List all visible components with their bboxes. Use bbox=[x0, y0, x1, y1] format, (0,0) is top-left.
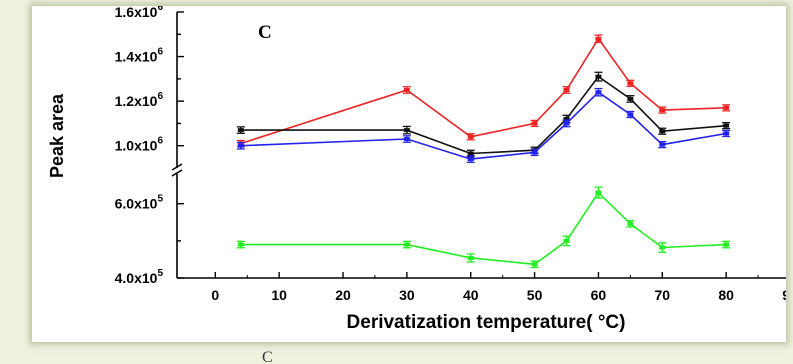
data-point bbox=[595, 36, 602, 41]
data-point bbox=[723, 242, 730, 247]
y-tick-label: 6.0x105 bbox=[115, 194, 164, 212]
data-point bbox=[403, 137, 410, 142]
line-chart: 0 10 20 30 40 50 60 70 80 90 4.0x105 6.0x105 1.0x106… bbox=[47, 6, 786, 333]
data-point bbox=[403, 128, 410, 133]
data-point bbox=[627, 96, 634, 101]
data-point bbox=[531, 121, 538, 126]
y-axis-title: Peak area bbox=[47, 93, 67, 178]
axis-break-mark bbox=[171, 163, 183, 171]
data-point bbox=[467, 134, 474, 139]
y-tick-label: 1.0x106 bbox=[115, 136, 164, 154]
bottom-mark: C bbox=[262, 349, 273, 364]
data-point bbox=[659, 108, 666, 113]
x-tick-label: 20 bbox=[335, 287, 351, 303]
x-tick-label: 30 bbox=[399, 287, 415, 303]
data-point bbox=[563, 116, 570, 121]
data-point bbox=[563, 238, 570, 243]
y-tick-label: 1.2x106 bbox=[115, 91, 164, 109]
data-point bbox=[403, 242, 410, 247]
y-tick-label: 4.0x105 bbox=[115, 268, 164, 286]
x-tick-label: 10 bbox=[271, 287, 287, 303]
data-point bbox=[237, 128, 244, 133]
series-line bbox=[240, 191, 727, 266]
data-point bbox=[563, 121, 570, 126]
data-point bbox=[659, 142, 666, 147]
data-point bbox=[403, 88, 410, 92]
data-point bbox=[627, 81, 634, 86]
series-line bbox=[240, 37, 727, 145]
data-point bbox=[467, 151, 474, 156]
ticks: 0 10 20 30 40 50 60 70 80 90 4.0x105 6.0x105 1.0x106… bbox=[115, 6, 786, 303]
x-tick-label: 60 bbox=[591, 287, 607, 303]
figure-frame: 0 10 20 30 40 50 60 70 80 90 4.0x105 6.0x105 1.0x106… bbox=[32, 6, 786, 342]
data-point bbox=[659, 245, 666, 250]
x-tick-label: 50 bbox=[527, 287, 543, 303]
data-point bbox=[467, 157, 474, 162]
x-tick-label: 80 bbox=[718, 287, 734, 303]
data-point bbox=[627, 112, 634, 117]
x-tick-label: 70 bbox=[655, 287, 671, 303]
data-point bbox=[595, 190, 602, 195]
y-tick-label: 1.6x106 bbox=[115, 6, 164, 20]
data-point bbox=[723, 131, 730, 136]
data-point bbox=[467, 255, 474, 260]
series-layer bbox=[236, 34, 731, 269]
data-point bbox=[659, 129, 666, 134]
x-tick-label: 40 bbox=[463, 287, 479, 303]
panel-label: C bbox=[258, 22, 272, 43]
x-tick-label: 0 bbox=[211, 287, 219, 303]
data-point bbox=[237, 143, 244, 148]
x-tick-label: 90 bbox=[782, 287, 786, 303]
x-axis-title: Derivatization temperature( °C) bbox=[347, 312, 626, 333]
data-point bbox=[723, 123, 730, 128]
data-point bbox=[563, 88, 570, 92]
data-point bbox=[723, 105, 730, 110]
data-point bbox=[531, 150, 538, 155]
data-point bbox=[595, 74, 602, 79]
axis-break-mark bbox=[171, 169, 183, 177]
data-point bbox=[595, 90, 602, 95]
data-point bbox=[627, 221, 634, 226]
data-point bbox=[531, 262, 538, 267]
data-point bbox=[237, 242, 244, 247]
y-tick-label: 1.4x106 bbox=[115, 47, 164, 65]
